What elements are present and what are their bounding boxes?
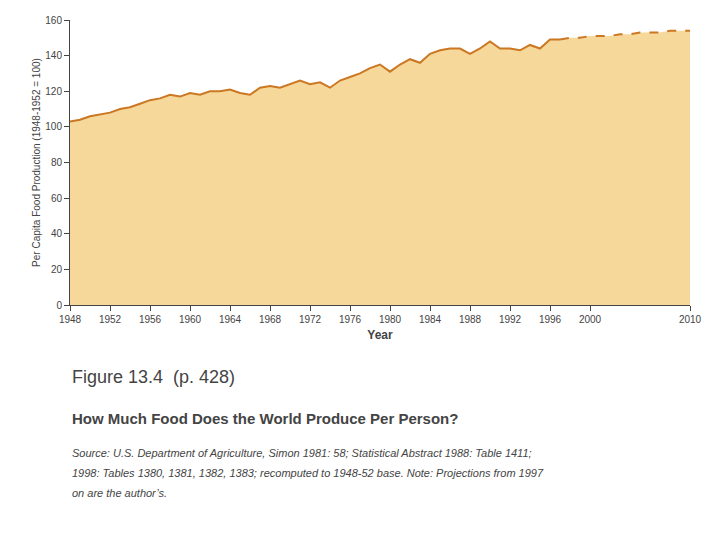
svg-text:40: 40 (51, 228, 63, 239)
svg-text:2000: 2000 (579, 314, 602, 325)
svg-text:1964: 1964 (219, 314, 242, 325)
svg-text:Source: U.S. Department of Agr: Source: U.S. Department of Agriculture, … (72, 447, 532, 459)
svg-text:100: 100 (45, 121, 62, 132)
svg-text:1992: 1992 (499, 314, 522, 325)
svg-text:0: 0 (56, 300, 62, 311)
svg-text:1948: 1948 (59, 314, 82, 325)
svg-text:1980: 1980 (379, 314, 402, 325)
svg-text:1976: 1976 (339, 314, 362, 325)
svg-text:120: 120 (45, 86, 62, 97)
svg-text:1952: 1952 (99, 314, 122, 325)
svg-text:1960: 1960 (179, 314, 202, 325)
svg-text:How Much Food Does the World P: How Much Food Does the World Produce Per… (72, 410, 458, 427)
svg-text:80: 80 (51, 157, 63, 168)
svg-text:Figure 13.4 (p. 428): Figure 13.4 (p. 428) (72, 367, 235, 387)
svg-text:1988: 1988 (459, 314, 482, 325)
svg-text:20: 20 (51, 264, 63, 275)
svg-text:140: 140 (45, 50, 62, 61)
svg-text:on are the author’s.: on are the author’s. (72, 487, 167, 499)
svg-text:1984: 1984 (419, 314, 442, 325)
svg-text:1996: 1996 (539, 314, 562, 325)
svg-text:1998: Tables 1380, 1381, 1382,: 1998: Tables 1380, 1381, 1382, 1383; rec… (72, 467, 544, 479)
svg-text:Year: Year (367, 328, 393, 342)
svg-text:1956: 1956 (139, 314, 162, 325)
svg-text:2010: 2010 (679, 314, 702, 325)
svg-text:1972: 1972 (299, 314, 322, 325)
svg-text:Per Capita Food Production (19: Per Capita Food Production (1948-1952 = … (31, 58, 42, 267)
svg-text:160: 160 (45, 15, 62, 26)
svg-text:60: 60 (51, 193, 63, 204)
svg-text:1968: 1968 (259, 314, 282, 325)
